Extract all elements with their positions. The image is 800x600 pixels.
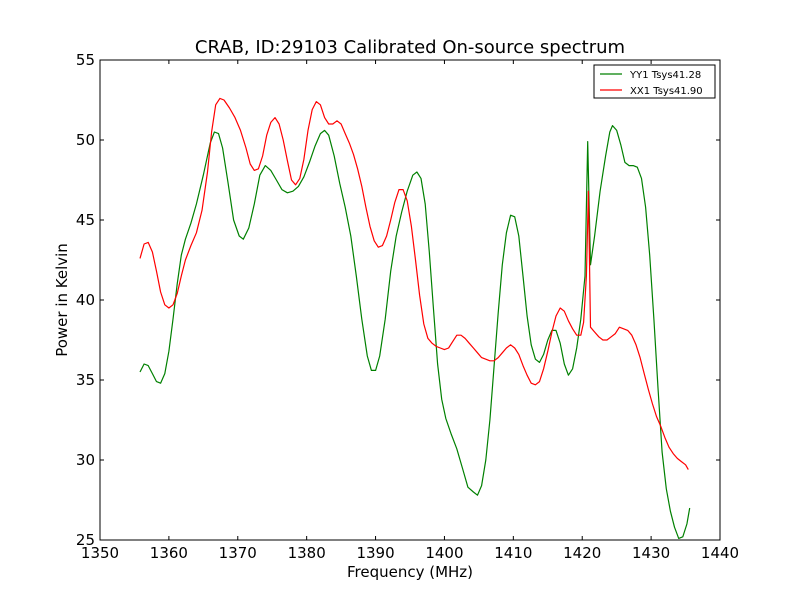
x-tick-label: 1350 xyxy=(81,544,119,562)
legend-label-0: YY1 Tsys41.28 xyxy=(629,70,701,81)
x-axis-label: Frequency (MHz) xyxy=(347,563,473,581)
x-tick-label: 1440 xyxy=(701,544,739,562)
legend: YY1 Tsys41.28 XX1 Tsys41.90 xyxy=(593,64,716,99)
y-tick-label: 55 xyxy=(76,51,95,69)
legend-label-1: XX1 Tsys41.90 xyxy=(630,86,703,97)
plot-frame xyxy=(99,59,721,541)
x-tick-label: 1420 xyxy=(563,544,601,562)
x-tick-label: 1430 xyxy=(632,544,670,562)
x-tick-label: 1380 xyxy=(288,544,326,562)
y-tick-label: 40 xyxy=(76,291,95,309)
series-line-1 xyxy=(139,97,689,470)
y-tick-label: 25 xyxy=(76,531,95,549)
x-tick-label: 1360 xyxy=(150,544,188,562)
y-tick-label: 35 xyxy=(76,371,95,389)
x-tick-label: 1400 xyxy=(425,544,463,562)
y-tick-label: 30 xyxy=(76,451,95,469)
legend-box xyxy=(593,64,716,99)
y-tick-label: 50 xyxy=(76,131,95,149)
axis-ticks: 1350 1360 1370 1380 1390 1400 1410 1420 1430 1440… xyxy=(76,51,739,562)
y-axis-label: Power in Kelvin xyxy=(53,243,71,357)
x-tick-label: 1390 xyxy=(356,544,394,562)
x-tick-label: 1410 xyxy=(494,544,532,562)
series-line-0 xyxy=(139,125,691,539)
y-tick-label: 45 xyxy=(76,211,95,229)
plot-area xyxy=(139,97,691,539)
chart-title: CRAB, ID:29103 Calibrated On-source spec… xyxy=(195,37,625,58)
x-tick-label: 1370 xyxy=(219,544,257,562)
